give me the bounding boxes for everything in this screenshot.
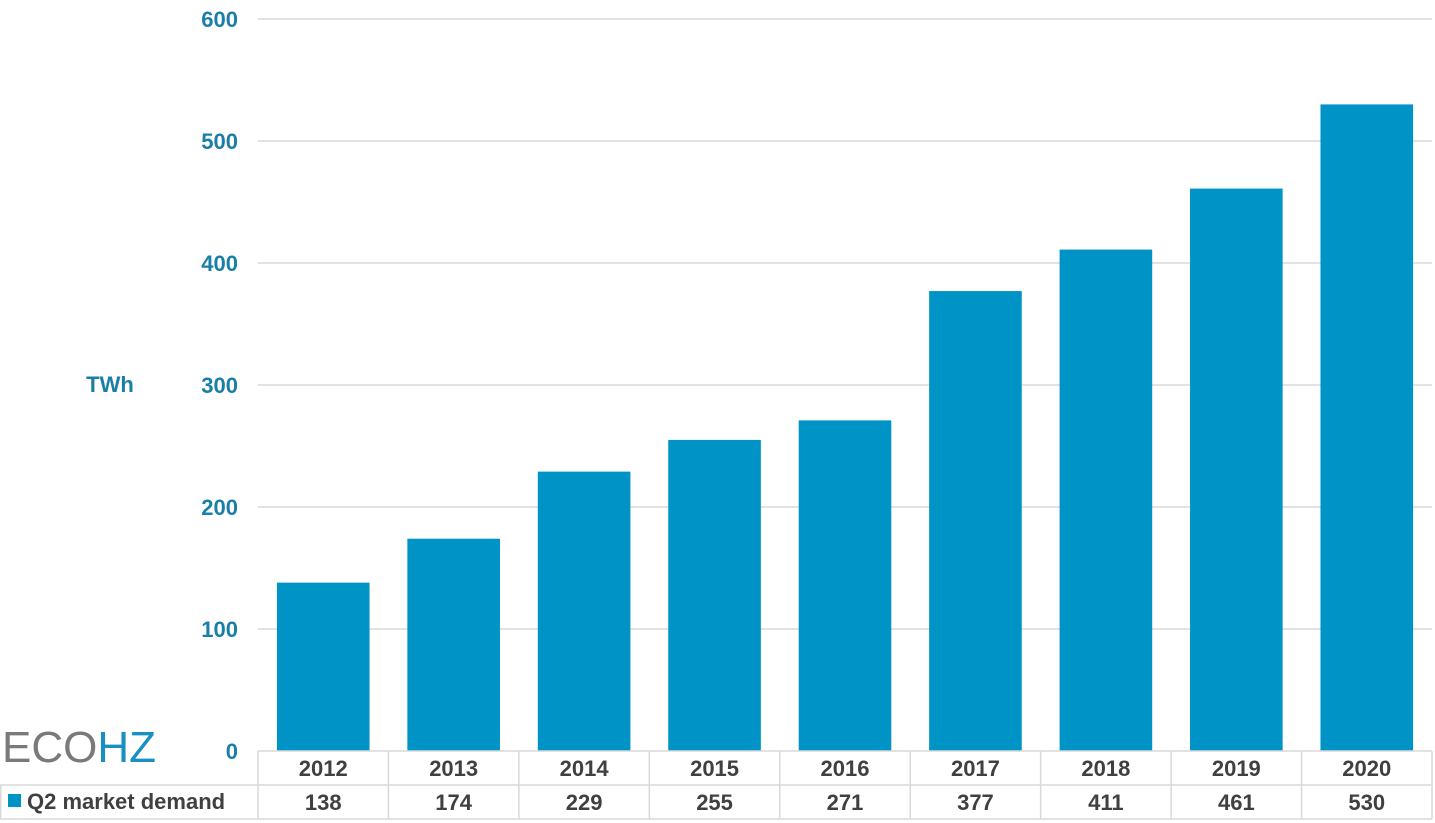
data-table-value: 229	[566, 790, 603, 815]
y-tick-label: 500	[201, 129, 238, 154]
x-category-label: 2015	[690, 756, 739, 781]
data-table-value: 461	[1218, 790, 1255, 815]
bar	[798, 420, 892, 751]
x-category-label: 2016	[821, 756, 870, 781]
legend-label: Q2 market demand	[27, 789, 225, 814]
y-tick-label: 400	[201, 251, 238, 276]
bar	[1320, 104, 1414, 751]
x-category-label: 2012	[299, 756, 348, 781]
x-category-label: 2019	[1212, 756, 1261, 781]
y-tick-label: 100	[201, 617, 238, 642]
bar	[537, 471, 631, 751]
y-tick-label: 200	[201, 495, 238, 520]
y-axis-ticks: 0 100 200 300 400 500 600	[201, 7, 238, 764]
y-tick-label: 0	[226, 739, 238, 764]
bar	[1059, 249, 1153, 751]
bar	[668, 439, 761, 751]
x-category-label: 2020	[1342, 756, 1391, 781]
bar	[407, 538, 500, 751]
bar	[929, 291, 1022, 751]
data-table-value: 138	[305, 790, 342, 815]
x-category-label: 2014	[560, 756, 610, 781]
y-tick-label: 600	[201, 7, 238, 32]
ecohz-logo: ECOHZ	[2, 723, 156, 772]
data-table: 2012 138 2013 174 2014 229 2015 255 2016 271 2017 3…	[0, 750, 1433, 820]
bar	[1190, 188, 1283, 751]
bars	[276, 104, 1414, 751]
logo-eco: ECO	[2, 723, 97, 772]
svg-text:ECOHZ: ECOHZ	[2, 723, 156, 772]
data-table-value: 255	[696, 790, 733, 815]
x-category-label: 2017	[951, 756, 1000, 781]
data-table-value: 377	[957, 790, 994, 815]
logo-hz: HZ	[97, 723, 156, 772]
legend-swatch	[8, 794, 21, 807]
x-category-label: 2013	[429, 756, 478, 781]
bar	[276, 582, 370, 751]
x-category-label: 2018	[1081, 756, 1130, 781]
data-table-value: 411	[1088, 790, 1124, 815]
y-tick-label: 300	[201, 373, 238, 398]
data-table-value: 271	[827, 790, 864, 815]
legend: Q2 market demand	[8, 789, 225, 814]
data-table-value: 174	[435, 790, 472, 815]
y-axis-label: TWh	[86, 372, 134, 397]
data-table-value: 530	[1348, 790, 1385, 815]
